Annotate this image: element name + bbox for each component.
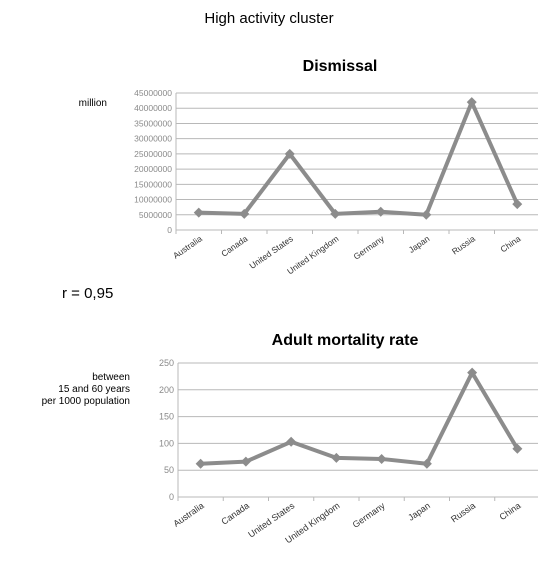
x-tick-label: Japan [406, 500, 432, 522]
y-tick-label: 5000000 [139, 210, 172, 220]
mortality-y-unit-line: 15 and 60 years [58, 384, 130, 395]
x-tick-label: Germany [351, 500, 387, 530]
mortality-y-unit-line: per 1000 population [41, 396, 130, 407]
y-tick-label: 0 [167, 225, 172, 235]
x-tick-label: Germany [352, 233, 387, 262]
mortality-chart: Adult mortality rate 0 50 100 150 200 250 Aus… [159, 332, 538, 545]
dismissal-y-unit: million [78, 98, 107, 109]
data-point [376, 453, 387, 464]
dismissal-series [193, 97, 523, 220]
data-point [330, 208, 341, 219]
y-tick-label: 250 [159, 358, 174, 368]
x-tick-label: Australia [171, 233, 204, 260]
data-point [284, 148, 295, 159]
y-tick-label: 35000000 [134, 118, 172, 128]
data-point [286, 436, 297, 447]
correlation-label: r = 0,95 [62, 285, 114, 302]
data-point [467, 367, 478, 378]
y-tick-label: 50 [164, 465, 174, 475]
series-line [200, 370, 520, 466]
data-point [239, 208, 250, 219]
mortality-y-axis: 0 50 100 150 200 250 [159, 358, 174, 502]
data-point [375, 206, 386, 217]
data-point [421, 458, 432, 469]
mortality-y-unit: between 15 and 60 years per 1000 populat… [8, 372, 130, 408]
x-tick-label: Russia [449, 500, 477, 524]
data-point [331, 452, 342, 463]
y-tick-label: 45000000 [134, 88, 172, 98]
mortality-series [195, 367, 523, 469]
y-tick-label: 10000000 [134, 195, 172, 205]
y-tick-label: 15000000 [134, 179, 172, 189]
x-tick-label: Australia [171, 500, 205, 528]
data-point [512, 199, 523, 210]
data-point [466, 97, 477, 108]
dismissal-y-axis: 0 5000000 10000000 15000000 20000000 25000000… [134, 88, 172, 235]
mortality-gridlines [177, 362, 538, 498]
x-tick-label: China [498, 233, 522, 254]
y-tick-label: 100 [159, 438, 174, 448]
data-point [240, 456, 251, 467]
dismissal-chart: Dismissal 0 5000000 10000000 15000000 200000… [134, 58, 538, 276]
y-tick-label: 25000000 [134, 149, 172, 159]
y-tick-label: 200 [159, 385, 174, 395]
y-tick-label: 20000000 [134, 164, 172, 174]
dismissal-gridlines [175, 92, 538, 231]
x-tick-label: Russia [450, 233, 477, 256]
data-point [512, 443, 523, 454]
x-tick-label: Canada [219, 500, 251, 526]
series-line [198, 100, 520, 217]
y-tick-label: 40000000 [134, 103, 172, 113]
y-tick-label: 30000000 [134, 134, 172, 144]
y-tick-label: 150 [159, 412, 174, 422]
mortality-y-unit-line: between [92, 372, 130, 383]
mortality-chart-title: Adult mortality rate [272, 332, 419, 349]
cluster-title: High activity cluster [204, 10, 334, 27]
x-tick-label: Canada [219, 233, 249, 258]
data-point [195, 458, 206, 469]
dismissal-chart-title: Dismissal [303, 58, 378, 75]
y-tick-label: 0 [169, 492, 174, 502]
x-tick-label: China [498, 500, 523, 522]
data-point [421, 209, 432, 220]
x-tick-label: Japan [407, 233, 432, 255]
data-point [193, 207, 204, 218]
